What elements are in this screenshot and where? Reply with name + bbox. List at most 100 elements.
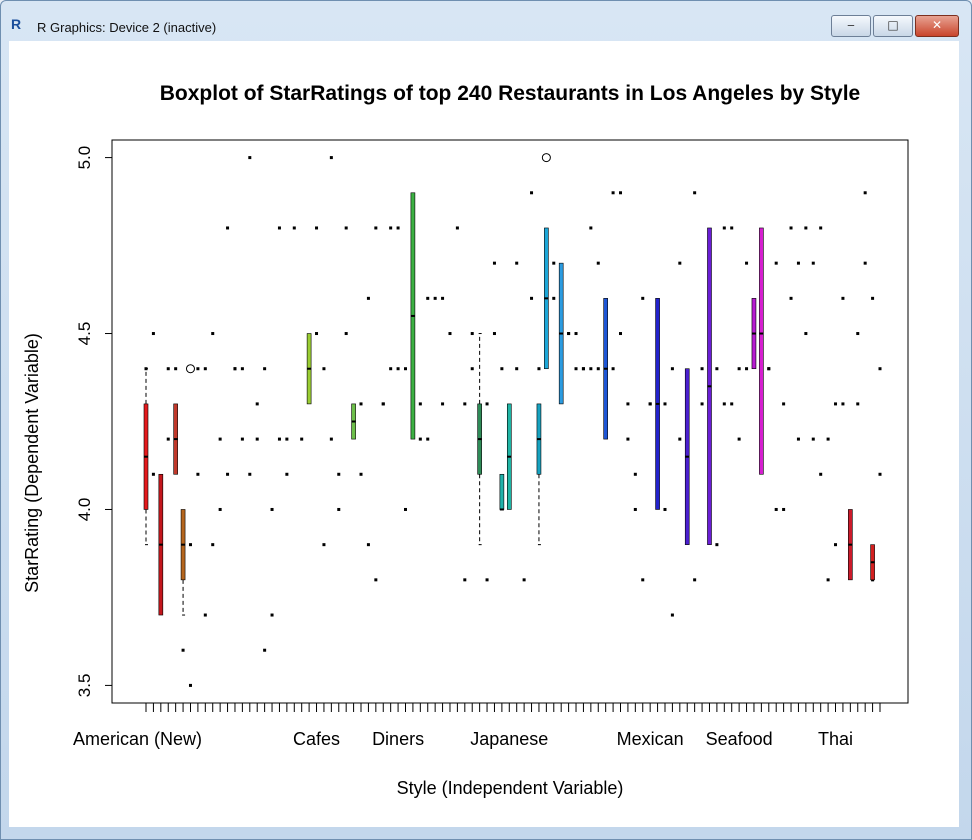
data-point bbox=[537, 367, 541, 371]
data-point bbox=[693, 191, 697, 195]
data-point bbox=[218, 437, 222, 441]
data-point bbox=[581, 367, 585, 371]
data-point bbox=[730, 402, 734, 406]
x-tick-label: Mexican bbox=[617, 729, 684, 749]
data-point bbox=[151, 332, 155, 336]
data-point bbox=[552, 261, 556, 265]
data-point bbox=[366, 296, 370, 300]
data-point bbox=[329, 437, 333, 441]
data-point bbox=[856, 332, 860, 336]
data-point bbox=[485, 578, 489, 582]
data-point bbox=[151, 472, 155, 476]
data-point bbox=[389, 226, 393, 230]
data-point bbox=[804, 226, 808, 230]
data-point bbox=[433, 296, 437, 300]
data-point bbox=[359, 402, 363, 406]
data-point bbox=[834, 402, 838, 406]
data-point bbox=[285, 437, 289, 441]
data-point bbox=[263, 648, 267, 652]
y-axis-label: StarRating (Dependent Variable) bbox=[22, 333, 42, 593]
data-point bbox=[745, 261, 749, 265]
data-point bbox=[626, 402, 630, 406]
x-tick-label: American (New) bbox=[73, 729, 202, 749]
data-point bbox=[737, 367, 741, 371]
data-point bbox=[522, 578, 526, 582]
data-point bbox=[819, 472, 823, 476]
data-point bbox=[277, 226, 281, 230]
data-point bbox=[270, 613, 274, 617]
data-point bbox=[322, 367, 326, 371]
data-point bbox=[715, 543, 719, 547]
data-point bbox=[804, 332, 808, 336]
data-point bbox=[633, 472, 637, 476]
data-point bbox=[826, 578, 830, 582]
data-point bbox=[470, 332, 474, 336]
data-point bbox=[596, 261, 600, 265]
data-point bbox=[737, 437, 741, 441]
r-app-icon: R bbox=[11, 16, 22, 32]
data-point bbox=[819, 226, 823, 230]
data-point bbox=[366, 543, 370, 547]
data-point bbox=[641, 296, 645, 300]
data-point bbox=[359, 472, 363, 476]
data-point bbox=[396, 226, 400, 230]
boxplot-svg: Boxplot of StarRatings of top 240 Restau… bbox=[22, 82, 909, 798]
data-point bbox=[248, 156, 252, 160]
data-point bbox=[344, 332, 348, 336]
data-point bbox=[255, 437, 259, 441]
data-point bbox=[663, 507, 667, 511]
data-point bbox=[174, 367, 178, 371]
data-point bbox=[426, 437, 430, 441]
data-point bbox=[700, 367, 704, 371]
data-point bbox=[611, 191, 615, 195]
data-point bbox=[730, 226, 734, 230]
data-point bbox=[811, 261, 815, 265]
data-point bbox=[863, 191, 867, 195]
title-bar[interactable]: R R Graphics: Device 2 (inactive) ‒ □ ✕ bbox=[1, 1, 971, 41]
data-point bbox=[300, 437, 304, 441]
data-point bbox=[403, 367, 407, 371]
data-point bbox=[530, 191, 534, 195]
data-point bbox=[515, 367, 519, 371]
data-point bbox=[448, 332, 452, 336]
data-point bbox=[240, 437, 244, 441]
close-button[interactable]: ✕ bbox=[915, 15, 959, 37]
data-point bbox=[774, 507, 778, 511]
data-point bbox=[782, 507, 786, 511]
data-point bbox=[700, 402, 704, 406]
y-tick-label: 5.0 bbox=[75, 146, 94, 170]
data-point bbox=[381, 402, 385, 406]
x-tick-label: Cafes bbox=[293, 729, 340, 749]
data-point bbox=[196, 367, 200, 371]
data-point bbox=[188, 683, 192, 687]
data-point bbox=[389, 367, 393, 371]
data-point bbox=[670, 613, 674, 617]
data-point bbox=[552, 296, 556, 300]
data-point bbox=[611, 367, 615, 371]
data-point bbox=[722, 226, 726, 230]
data-point bbox=[418, 402, 422, 406]
data-point bbox=[670, 367, 674, 371]
maximize-button[interactable]: □ bbox=[873, 15, 913, 37]
data-point bbox=[337, 472, 341, 476]
data-point bbox=[255, 402, 259, 406]
data-point bbox=[722, 402, 726, 406]
window-title: R Graphics: Device 2 (inactive) bbox=[37, 20, 217, 35]
data-point bbox=[871, 296, 875, 300]
data-point bbox=[211, 332, 215, 336]
data-point bbox=[589, 226, 593, 230]
data-point bbox=[500, 367, 504, 371]
data-point bbox=[574, 332, 578, 336]
data-point bbox=[789, 226, 793, 230]
data-point bbox=[641, 578, 645, 582]
minimize-button[interactable]: ‒ bbox=[831, 15, 871, 37]
data-point bbox=[218, 507, 222, 511]
data-point bbox=[678, 437, 682, 441]
data-point bbox=[203, 367, 207, 371]
y-tick-label: 4.5 bbox=[75, 322, 94, 346]
y-tick-label: 3.5 bbox=[75, 674, 94, 698]
data-point bbox=[292, 226, 296, 230]
data-point bbox=[374, 226, 378, 230]
data-point bbox=[834, 543, 838, 547]
